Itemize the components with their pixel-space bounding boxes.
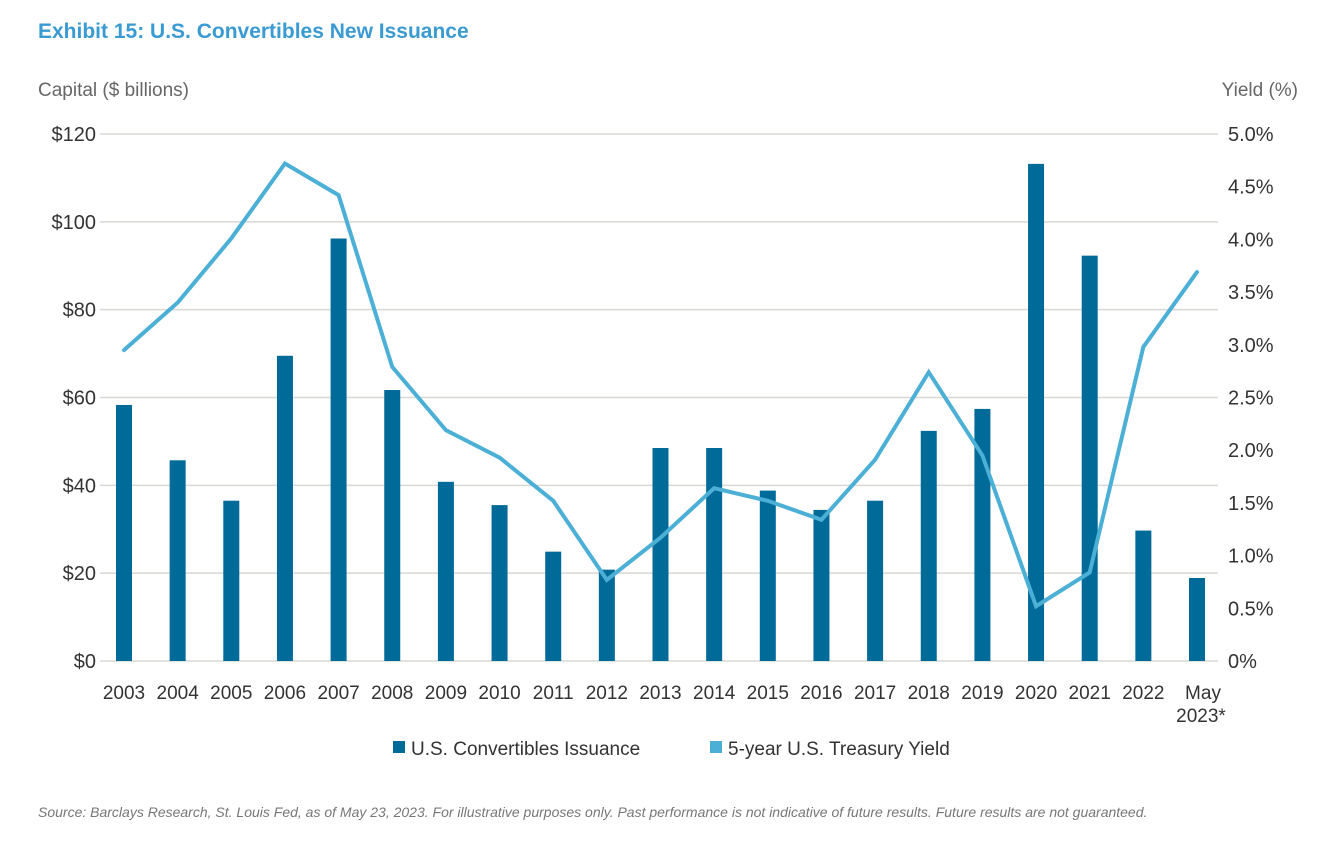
x-tick-label: 2016	[800, 683, 842, 704]
right-tick-label: 1.0%	[1228, 546, 1274, 568]
left-tick-label: $0	[74, 651, 96, 673]
left-tick-label: $20	[63, 563, 96, 585]
left-tick-label: $120	[52, 124, 97, 146]
x-tick-label: 2014	[693, 683, 736, 704]
x-tick-label: 2023*	[1176, 706, 1226, 727]
bar-2007	[330, 238, 347, 661]
x-tick-label: 2021	[1069, 683, 1111, 704]
bar-2005	[223, 500, 240, 661]
x-tick-label: 2017	[854, 683, 896, 704]
x-tick-label: 2019	[961, 683, 1003, 704]
bar-2004	[169, 460, 186, 661]
bar-2011	[545, 551, 562, 661]
x-tick-label: 2008	[371, 683, 413, 704]
bar-2015	[759, 490, 776, 661]
bar-2020	[1028, 163, 1045, 661]
bar-2018	[920, 430, 937, 661]
x-tick-label: 2006	[264, 683, 306, 704]
chart-title: Exhibit 15: U.S. Convertibles New Issuan…	[38, 20, 469, 43]
bar-2021	[1081, 255, 1098, 661]
bar-2003	[116, 404, 132, 661]
right-tick-label: 4.0%	[1228, 229, 1274, 251]
bar-2014	[706, 448, 723, 661]
left-axis-title: Capital ($ billions)	[38, 80, 190, 101]
bar-2010	[491, 505, 508, 661]
left-tick-label: $80	[63, 300, 96, 322]
legend-swatch-bars	[393, 741, 405, 753]
x-tick-label: 2020	[1015, 683, 1057, 704]
x-tick-label: 2022	[1122, 683, 1164, 704]
x-tick-label: 2007	[317, 683, 359, 704]
right-axis-title: Yield (%)	[1221, 80, 1298, 101]
left-tick-label: $40	[63, 475, 96, 497]
bar-2008	[384, 390, 401, 661]
bar-2013	[652, 448, 669, 661]
source-note: Source: Barclays Research, St. Louis Fed…	[38, 804, 1148, 820]
x-tick-label: 2015	[747, 683, 789, 704]
x-tick-label: 2013	[639, 683, 681, 704]
bar-may-2023-	[1189, 577, 1205, 661]
x-tick-label: 2005	[210, 683, 252, 704]
right-tick-label: 3.5%	[1228, 282, 1274, 304]
left-tick-label: $100	[52, 212, 97, 234]
bar-2016	[813, 509, 830, 661]
right-tick-label: 0.5%	[1228, 598, 1274, 620]
x-tick-label: 2004	[157, 683, 200, 704]
bar-2009	[437, 481, 454, 661]
x-tick-label: 2012	[586, 683, 628, 704]
right-tick-label: 0%	[1228, 651, 1257, 673]
right-tick-label: 2.0%	[1228, 440, 1274, 462]
x-tick-label: May	[1185, 683, 1221, 704]
right-tick-label: 4.5%	[1228, 177, 1274, 199]
bar-2012	[598, 569, 615, 661]
right-tick-label: 1.5%	[1228, 493, 1274, 515]
bar-2022	[1135, 530, 1152, 661]
x-tick-label: 2003	[103, 683, 145, 704]
left-tick-label: $60	[63, 388, 96, 410]
legend-swatch-line	[710, 741, 722, 753]
legend-label-line: 5-year U.S. Treasury Yield	[728, 739, 950, 760]
x-tick-label: 2009	[425, 683, 467, 704]
bar-2006	[276, 355, 293, 661]
right-tick-label: 3.0%	[1228, 335, 1274, 357]
x-tick-label: 2011	[533, 683, 574, 704]
x-tick-label: 2010	[478, 683, 520, 704]
bar-2017	[867, 500, 884, 661]
x-tick-label: 2018	[908, 683, 950, 704]
right-tick-label: 2.5%	[1228, 388, 1274, 410]
legend-label-bars: U.S. Convertibles Issuance	[411, 739, 640, 760]
right-tick-label: 5.0%	[1228, 124, 1274, 146]
